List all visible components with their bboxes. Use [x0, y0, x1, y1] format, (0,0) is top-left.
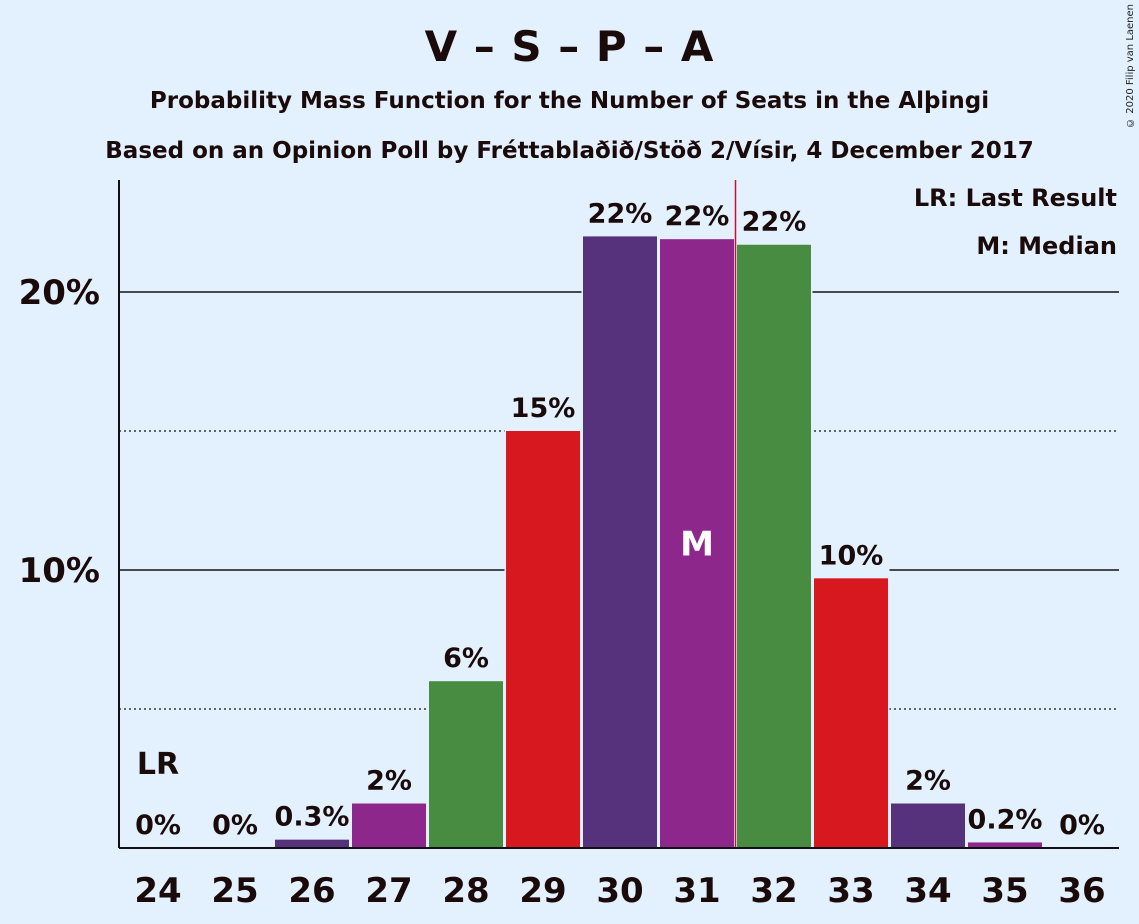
- value-label-25: 0%: [212, 810, 258, 841]
- value-label-27: 2%: [366, 766, 412, 797]
- x-tick-label-29: 29: [519, 871, 566, 911]
- bar-31: [660, 239, 734, 848]
- value-label-30: 22%: [588, 198, 653, 229]
- x-tick-label-28: 28: [442, 871, 489, 911]
- value-label-35: 0.2%: [968, 804, 1043, 835]
- x-tick-label-36: 36: [1058, 871, 1105, 911]
- chart-subtitle: Probability Mass Function for the Number…: [149, 88, 990, 114]
- bar-35: [968, 842, 1042, 848]
- y-tick-label: 20%: [19, 273, 100, 313]
- x-tick-label-24: 24: [134, 871, 181, 911]
- x-tick-label-33: 33: [827, 871, 874, 911]
- x-tick-label-26: 26: [288, 871, 335, 911]
- bar-28: [429, 681, 503, 848]
- value-label-31: 22%: [665, 201, 730, 232]
- legend-last-result: LR: Last Result: [913, 184, 1117, 212]
- bar-34: [891, 803, 965, 848]
- x-tick-label-25: 25: [211, 871, 258, 911]
- value-label-36: 0%: [1059, 810, 1105, 841]
- bar-background: [966, 792, 1044, 848]
- chart-title: V – S – P – A: [424, 22, 715, 71]
- value-label-26: 0.3%: [275, 802, 350, 833]
- value-label-33: 10%: [819, 540, 884, 571]
- x-tick-label-34: 34: [904, 871, 951, 911]
- last-result-marker: LR: [137, 747, 179, 782]
- median-marker: M: [680, 525, 714, 565]
- x-tick-label-35: 35: [981, 871, 1028, 911]
- value-label-29: 15%: [511, 393, 576, 424]
- x-tick-label-27: 27: [365, 871, 412, 911]
- value-label-34: 2%: [905, 766, 951, 797]
- bar-26: [275, 839, 349, 848]
- x-tick-label-32: 32: [750, 871, 797, 911]
- bar-29: [506, 431, 580, 848]
- x-tick-label-31: 31: [673, 871, 720, 911]
- value-label-28: 6%: [443, 643, 489, 674]
- bar-background: [273, 789, 351, 848]
- y-tick-label: 10%: [19, 551, 100, 591]
- legend-median: M: Median: [976, 232, 1117, 260]
- value-label-32: 22%: [742, 207, 807, 238]
- bar-27: [352, 803, 426, 848]
- chart-subtitle-poll: Based on an Opinion Poll by Fréttablaðið…: [105, 138, 1034, 164]
- bar-32: [737, 244, 811, 849]
- bar-33: [814, 578, 888, 848]
- bar-30: [583, 236, 657, 848]
- value-label-24: 0%: [135, 810, 181, 841]
- x-tick-label-30: 30: [596, 871, 643, 911]
